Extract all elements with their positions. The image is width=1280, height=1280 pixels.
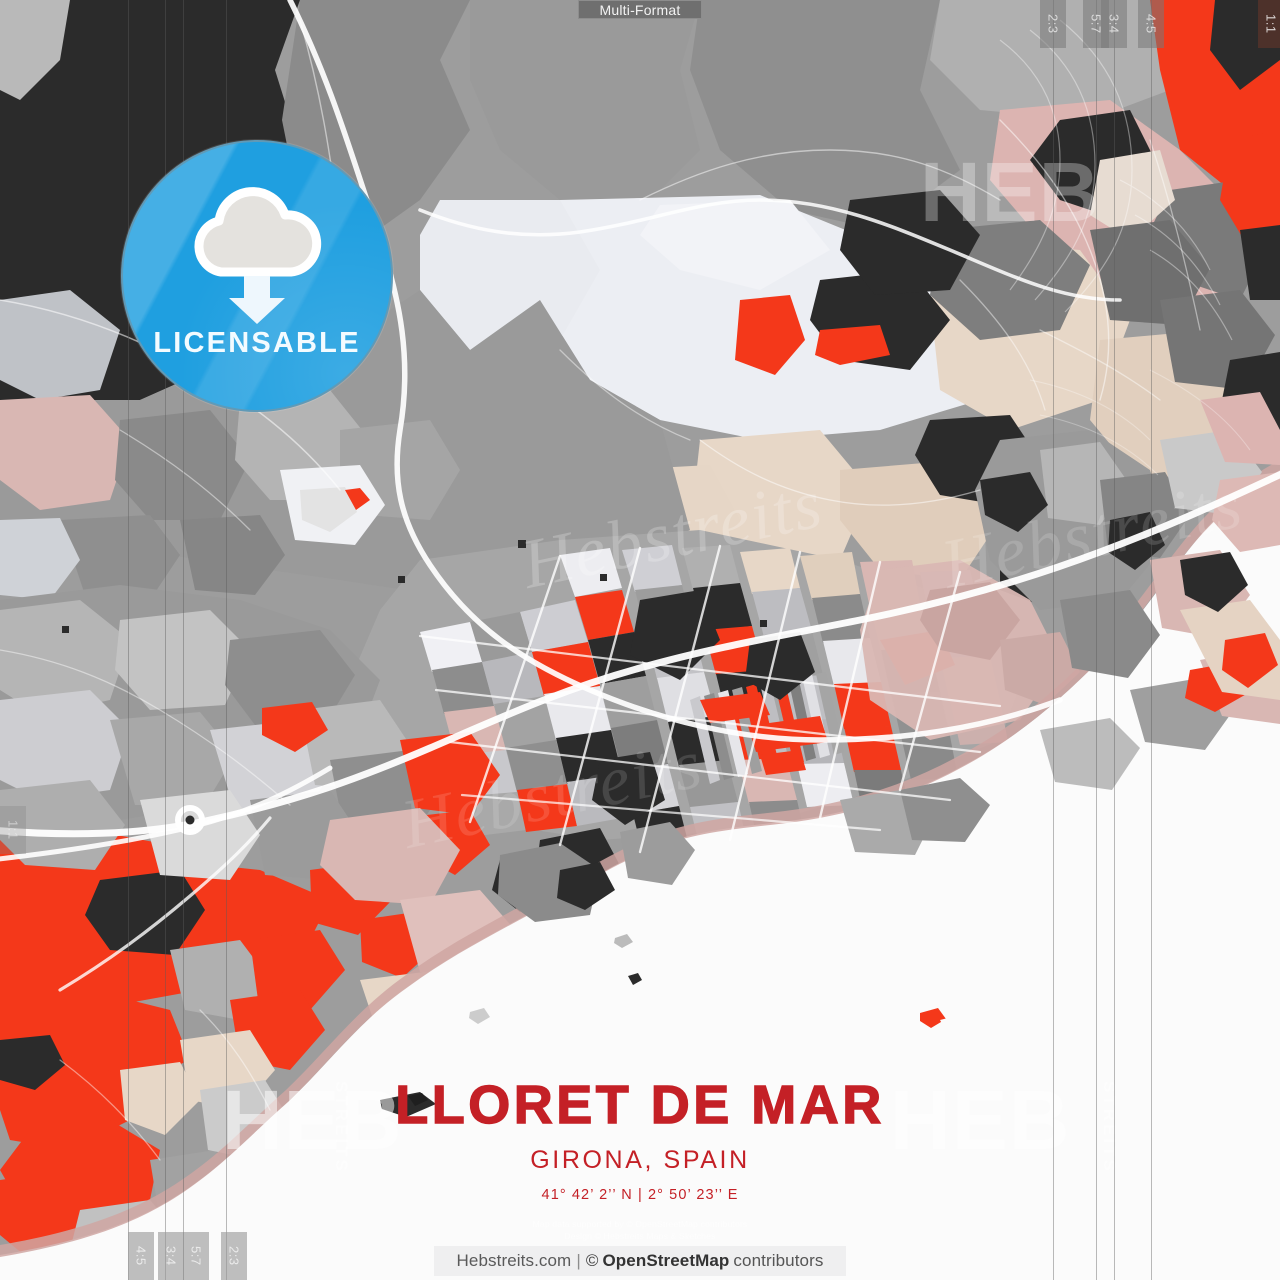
page-title: LLORET DE MAR LLORET DE MAR [0, 1075, 1280, 1135]
licensable-label: LICENSABLE [153, 327, 361, 359]
multi-format-label: Multi-Format [578, 0, 702, 19]
ratio-tab-4-5-bottom[interactable]: 4:5 [128, 1232, 154, 1280]
ratio-tab-2-3[interactable]: 2:3 [1040, 0, 1066, 48]
ratio-tab-4-5[interactable]: 4:5 [1138, 0, 1164, 48]
copyright-icon: © [585, 1251, 599, 1270]
title-block: LLORET DE MAR LLORET DE MAR GIRONA, SPAI… [0, 1075, 1280, 1203]
ratio-tab-3-4-bottom[interactable]: 3:4 [158, 1232, 184, 1280]
ratio-tab-1-1-left[interactable]: 1:1 [0, 806, 26, 854]
fineprint-line-2: Design © Hebstreits Maps & Sketches [564, 1231, 716, 1242]
attribution-contributors: contributors [733, 1251, 824, 1270]
fineprint-line-1: Map data supported by © OpenStreetMap co… [532, 1219, 748, 1229]
attribution-bar: Hebstreits.com | © OpenStreetMap contrib… [434, 1246, 846, 1276]
ratio-tab-5-7-bottom[interactable]: 5:7 [183, 1232, 209, 1280]
ratio-tab-3-4[interactable]: 3:4 [1101, 0, 1127, 48]
attribution-separator: | [576, 1251, 581, 1270]
attribution-domain[interactable]: Hebstreits.com [456, 1251, 572, 1270]
attribution-osm-link[interactable]: OpenStreetMap [602, 1251, 730, 1270]
ratio-tab-2-3-bottom[interactable]: 2:3 [221, 1232, 247, 1280]
ratio-tab-1-1-right[interactable]: 1:1 [1258, 0, 1280, 48]
map-subtitle: GIRONA, SPAIN [530, 1146, 750, 1174]
map-coordinates: 41° 42’ 2’’ N | 2° 50’ 23’’ E [541, 1187, 739, 1203]
fineprint: Map data supported by © OpenStreetMap co… [0, 1218, 1280, 1243]
page-title-text: LLORET DE MAR [395, 1075, 885, 1135]
licensable-badge[interactable]: LICENSABLE [121, 140, 393, 412]
cloud-download-icon [123, 176, 391, 326]
